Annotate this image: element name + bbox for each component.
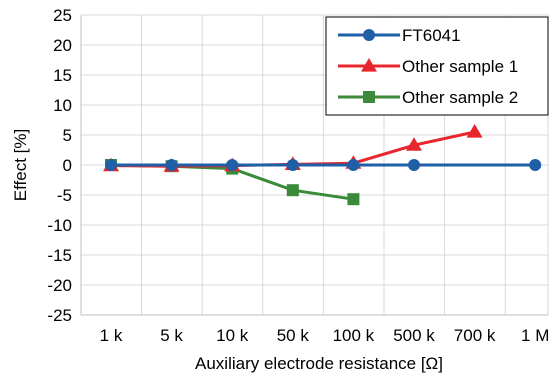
data-point	[529, 159, 542, 171]
x-tick-label: 10 k	[216, 326, 249, 345]
y-tick-label: -5	[57, 186, 72, 205]
data-point	[408, 159, 420, 171]
axes: 25 20 15 10 5 0 -5 -10 -15 -20 -25 1 k 5 k 10 k 50 k 10…	[47, 6, 549, 345]
y-tick-label: 20	[53, 36, 72, 55]
data-point	[363, 91, 375, 103]
x-tick-label: 50 k	[277, 326, 310, 345]
y-tick-label: -10	[47, 216, 72, 235]
data-point	[286, 184, 299, 197]
legend-entry: FT6041	[338, 26, 461, 45]
x-tick-label: 500 k	[393, 326, 435, 345]
data-point	[361, 58, 377, 72]
y-tick-label: 25	[53, 6, 72, 25]
x-tick-label: 1 M	[521, 326, 549, 345]
x-axis-title: Auxiliary electrode resistance [Ω]	[195, 354, 443, 373]
x-tick-label: 1 k	[100, 326, 123, 345]
legend-label: FT6041	[402, 26, 461, 45]
legend-label: Other sample 1	[402, 57, 518, 76]
y-tick-label: 5	[63, 126, 72, 145]
legend: FT6041 Other sample 1 Other sample 2	[325, 16, 549, 116]
series-group	[103, 124, 542, 206]
data-point	[466, 124, 483, 138]
y-tick-label: -20	[47, 276, 72, 295]
x-tick-label: 100 k	[333, 326, 375, 345]
x-tick-label: 5 k	[160, 326, 183, 345]
y-tick-label: -15	[47, 246, 72, 265]
y-tick-label: 0	[63, 156, 72, 175]
legend-entry: Other sample 2	[338, 88, 518, 107]
legend-entry: Other sample 1	[338, 57, 518, 76]
data-point	[165, 159, 178, 171]
data-point	[406, 137, 422, 151]
data-point	[347, 159, 360, 171]
data-point	[363, 29, 375, 41]
legend-label: Other sample 2	[402, 88, 518, 107]
y-tick-label: 15	[53, 66, 72, 85]
series-ft6041	[105, 159, 542, 171]
y-tick-label: -25	[47, 306, 72, 325]
data-point	[226, 159, 239, 171]
data-point	[105, 159, 117, 171]
y-axis-title: Effect [%]	[11, 129, 30, 201]
data-point	[286, 159, 299, 171]
x-tick-label: 700 k	[454, 326, 496, 345]
data-point	[347, 193, 360, 206]
y-tick-label: 10	[53, 96, 72, 115]
